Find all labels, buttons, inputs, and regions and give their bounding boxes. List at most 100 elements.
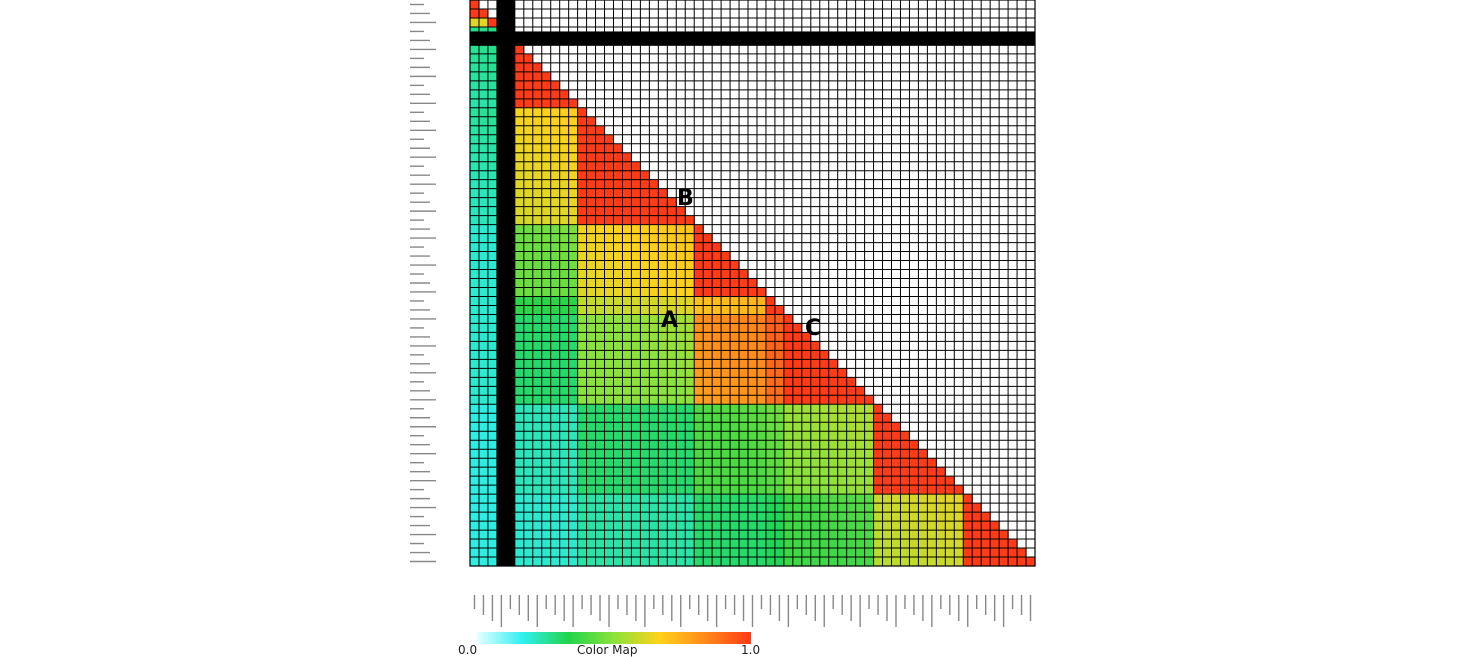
heatmap-cell xyxy=(972,521,982,531)
heatmap-cell xyxy=(658,305,668,316)
heatmap-cell xyxy=(514,449,525,459)
heatmap-cell xyxy=(586,170,597,181)
heatmap-cell xyxy=(550,476,561,486)
heatmap-cell xyxy=(487,143,498,154)
heatmap-cell xyxy=(640,224,650,235)
heatmap-cell xyxy=(730,350,740,360)
heatmap-cell xyxy=(532,71,543,82)
heatmap-cell xyxy=(613,260,624,271)
heatmap-cell xyxy=(765,377,776,387)
heatmap-cell xyxy=(783,539,794,549)
heatmap-cell xyxy=(909,494,920,504)
heatmap-cell xyxy=(577,125,588,136)
heatmap-cell xyxy=(801,467,812,477)
heatmap-cell xyxy=(559,188,570,199)
heatmap-cell xyxy=(532,62,543,73)
heatmap-cell xyxy=(774,323,785,334)
heatmap-cell xyxy=(631,377,641,387)
heatmap-cell xyxy=(550,422,561,432)
heatmap-cell xyxy=(810,512,821,522)
heatmap-cell xyxy=(595,215,606,226)
heatmap-cell xyxy=(846,521,857,531)
heatmap-cell xyxy=(739,305,749,316)
heatmap-cell xyxy=(882,476,893,486)
heatmap-cell xyxy=(568,458,579,468)
heatmap-cell xyxy=(990,521,1000,531)
heatmap-cell xyxy=(559,413,570,423)
heatmap-cell xyxy=(622,323,633,334)
heatmap-cell xyxy=(595,161,606,172)
heatmap-cell xyxy=(577,386,588,396)
heatmap-cell xyxy=(756,386,767,396)
heatmap-cell xyxy=(577,494,588,504)
heatmap-cell xyxy=(855,530,866,540)
heatmap-cell xyxy=(667,404,677,414)
heatmap-cell xyxy=(918,494,928,504)
heatmap-cell xyxy=(604,251,615,262)
heatmap-cell xyxy=(730,269,740,280)
heatmap-cell xyxy=(541,377,552,387)
heatmap-cell xyxy=(730,548,740,558)
heatmap-cell xyxy=(667,215,677,226)
heatmap-cell xyxy=(532,197,543,208)
heatmap-cell xyxy=(990,557,1000,567)
heatmap-cell xyxy=(667,332,677,342)
heatmap-cell xyxy=(774,548,785,558)
heatmap-cell xyxy=(487,449,498,459)
heatmap-cell xyxy=(586,179,597,190)
heatmap-cell xyxy=(613,188,624,199)
heatmap-cell xyxy=(855,395,866,405)
heatmap-cell xyxy=(523,296,534,307)
heatmap-cell xyxy=(685,467,695,477)
heatmap-cell xyxy=(640,269,650,280)
heatmap-cell xyxy=(667,368,677,378)
heatmap-cell xyxy=(748,332,758,342)
heatmap-cell xyxy=(622,287,633,298)
heatmap-cell xyxy=(667,314,677,325)
heatmap-cell xyxy=(568,485,579,495)
heatmap-cell xyxy=(855,440,866,450)
heatmap-cell xyxy=(685,224,695,235)
heatmap-cell xyxy=(792,386,803,396)
heatmap-cell xyxy=(470,368,480,378)
heatmap-cell xyxy=(712,287,722,298)
heatmap-cell xyxy=(739,341,749,351)
heatmap-cell xyxy=(541,233,552,244)
heatmap-cell xyxy=(595,314,606,325)
heatmap-cell xyxy=(478,107,489,118)
heatmap-cell xyxy=(613,278,624,289)
heatmap-cell xyxy=(864,404,875,414)
heatmap-cell xyxy=(667,251,677,262)
heatmap-cell xyxy=(765,305,776,316)
heatmap-cell xyxy=(514,134,525,145)
heatmap-cell xyxy=(712,269,722,280)
heatmap-cell xyxy=(658,413,668,423)
heatmap-cell xyxy=(568,368,579,378)
heatmap-cell xyxy=(541,215,552,226)
heatmap-cell xyxy=(667,296,677,307)
heatmap-cell xyxy=(667,233,677,244)
heatmap-cell xyxy=(640,323,650,334)
heatmap-cell xyxy=(523,386,534,396)
heatmap-cell xyxy=(649,260,659,271)
heatmap-cell xyxy=(712,368,722,378)
heatmap-cell xyxy=(945,476,955,486)
heatmap-cell xyxy=(487,152,498,163)
heatmap-cell xyxy=(694,233,704,244)
heatmap-cell xyxy=(559,152,570,163)
heatmap-cell xyxy=(712,386,722,396)
heatmap-cell xyxy=(685,332,695,342)
heatmap-cell xyxy=(523,188,534,199)
heatmap-cell xyxy=(586,395,597,405)
heatmap-cell xyxy=(568,530,579,540)
heatmap-cell xyxy=(568,260,579,271)
heatmap-cell xyxy=(873,521,884,531)
heatmap-cell xyxy=(622,332,633,342)
heatmap-cell xyxy=(730,467,740,477)
heatmap-cell xyxy=(739,476,749,486)
heatmap-cell xyxy=(676,431,686,441)
heatmap-cell xyxy=(658,521,668,531)
heatmap-cell xyxy=(478,8,489,19)
heatmap-cell xyxy=(604,539,615,549)
heatmap-cell xyxy=(514,278,525,289)
